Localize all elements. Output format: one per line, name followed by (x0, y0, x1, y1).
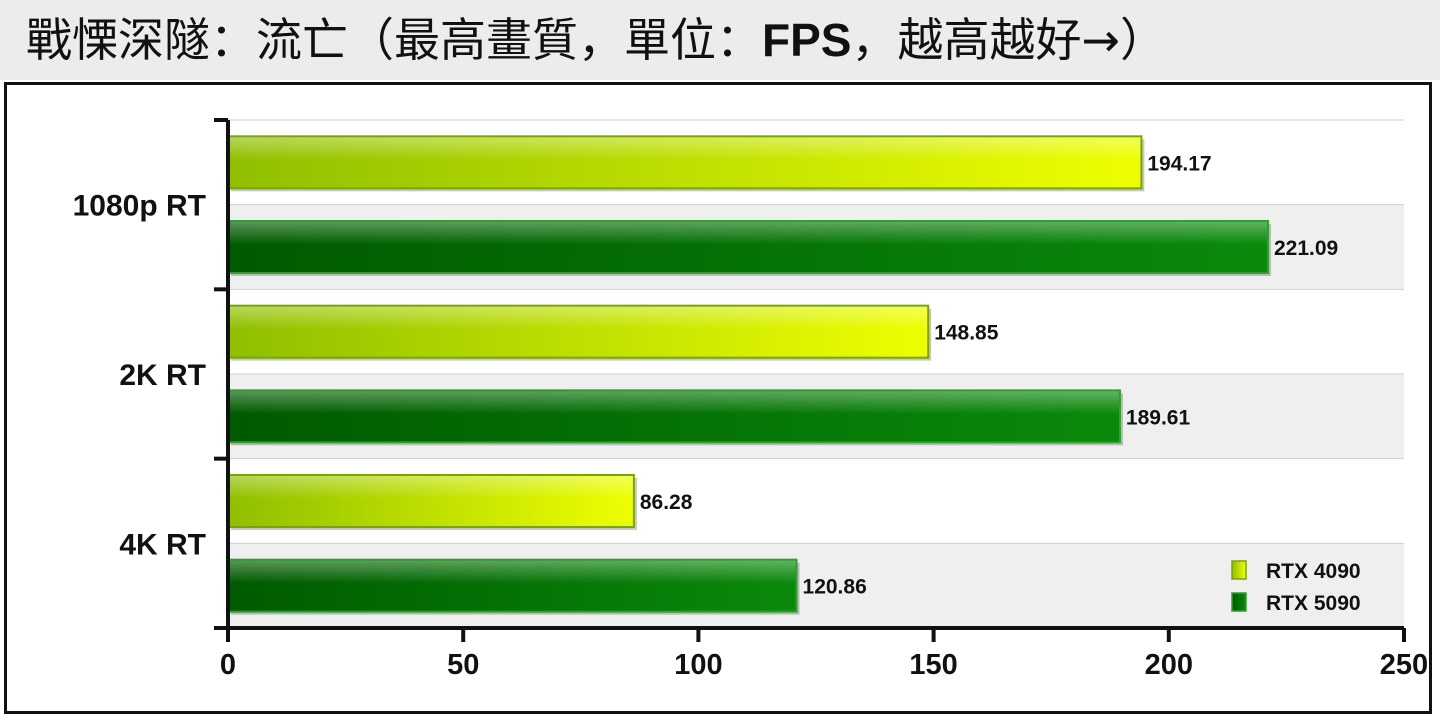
bar-highlight (229, 137, 1141, 188)
title-prefix: 戰慄深隧：流亡（最高畫質，單位： (26, 13, 762, 67)
value-label: 120.86 (803, 576, 867, 599)
x-tick-label: 250 (1380, 649, 1428, 681)
bar-highlight (229, 222, 1268, 272)
x-tick-label: 100 (674, 649, 722, 681)
title-bar: 戰慄深隧：流亡（最高畫質，單位：FPS，越高越好→） (0, 0, 1440, 80)
x-tick-label: 200 (1145, 649, 1193, 681)
value-label: 189.61 (1126, 406, 1191, 429)
bar-highlight (229, 306, 928, 357)
value-label: 148.85 (934, 322, 999, 345)
value-label: 221.09 (1274, 237, 1338, 260)
value-label: 194.17 (1147, 152, 1211, 175)
category-label: 4K RT (119, 528, 206, 561)
legend-swatch-rtx5090 (1231, 592, 1247, 612)
legend-label: RTX 4090 (1266, 560, 1361, 583)
bar-highlight (229, 560, 796, 611)
x-tick-label: 50 (447, 649, 479, 681)
category-label: 2K RT (119, 359, 206, 392)
title-unit: FPS (762, 14, 852, 66)
bar-highlight (229, 476, 633, 526)
legend-label: RTX 5090 (1266, 592, 1361, 615)
category-label: 1080p RT (73, 190, 206, 223)
title-suffix: ，越高越好→） (851, 13, 1167, 67)
legend-swatch-rtx4090 (1231, 560, 1247, 580)
bar-highlight (229, 391, 1119, 442)
x-tick-label: 0 (220, 649, 236, 681)
chart-title: 戰慄深隧：流亡（最高畫質，單位：FPS，越高越好→） (26, 10, 1166, 70)
value-label: 86.28 (640, 491, 693, 514)
x-tick-label: 150 (909, 649, 957, 681)
